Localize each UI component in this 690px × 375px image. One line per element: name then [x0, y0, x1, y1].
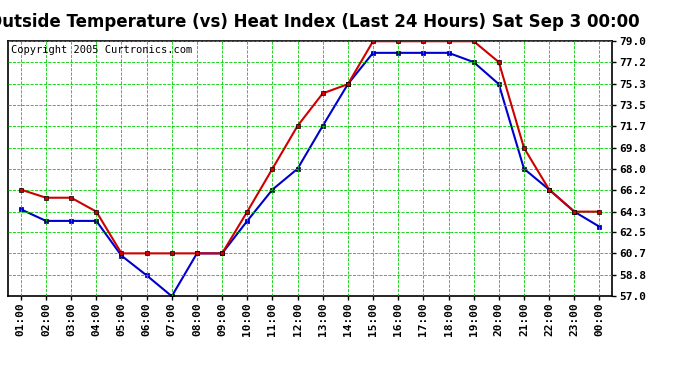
Text: Copyright 2005 Curtronics.com: Copyright 2005 Curtronics.com — [11, 45, 193, 55]
Text: Outside Temperature (vs) Heat Index (Last 24 Hours) Sat Sep 3 00:00: Outside Temperature (vs) Heat Index (Las… — [0, 13, 640, 31]
